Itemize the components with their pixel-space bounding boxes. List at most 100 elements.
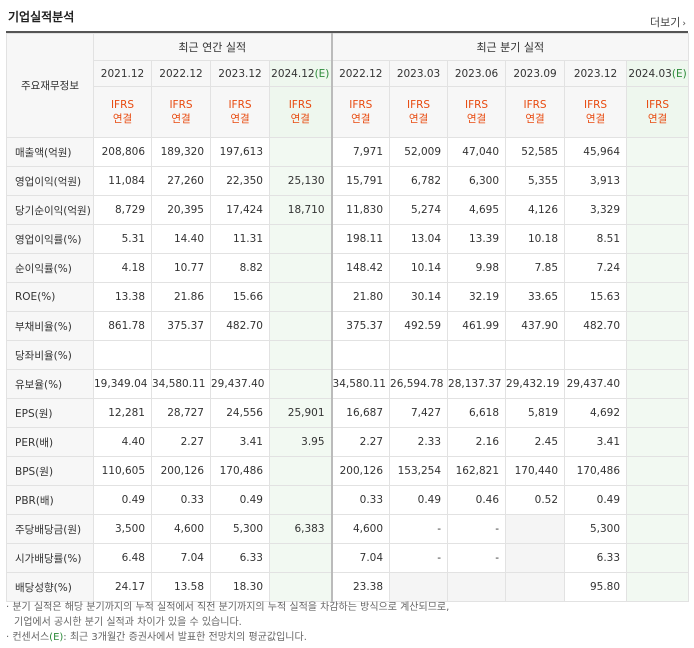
table-row: PBR(배) 0.49 0.33 0.49 0.33 0.49 0.46 0.52 0.49 bbox=[6, 485, 690, 515]
table-cell: 29,437.40 bbox=[564, 369, 628, 399]
table-cell: 13.58 bbox=[151, 572, 211, 602]
table-cell bbox=[626, 224, 690, 254]
period-label: 2024.12 bbox=[271, 67, 315, 80]
table-row: 시가배당률(%) 6.48 7.04 6.33 7.04- -6.33 bbox=[6, 543, 690, 573]
table-row: 매출액(억원) 208,806 189,320 197,613 7,971 52,009 4… bbox=[6, 137, 690, 167]
row-label: 영업이익(억원) bbox=[6, 166, 94, 196]
table-cell: 13.04 bbox=[389, 224, 449, 254]
period-header: 2021.12 bbox=[93, 60, 152, 87]
table-cell: 6,782 bbox=[389, 166, 449, 196]
section-title: 기업실적분석 bbox=[8, 10, 75, 24]
consolidated-label: 연결 bbox=[290, 113, 310, 125]
ifrs-header: IFRS 연결 bbox=[505, 86, 566, 138]
ifrs-label: IFRS bbox=[349, 99, 373, 111]
table-cell: 189,320 bbox=[151, 137, 211, 167]
table-cell: 47,040 bbox=[447, 137, 507, 167]
table-cell bbox=[626, 195, 690, 225]
chevron-right-icon: › bbox=[682, 19, 686, 29]
table-cell: 95.80 bbox=[564, 572, 628, 602]
table-cell: 4.40 bbox=[93, 427, 152, 457]
table-cell: 198.11 bbox=[330, 224, 391, 254]
table-cell: 3,329 bbox=[564, 195, 628, 225]
table-cell: 8.51 bbox=[564, 224, 628, 254]
table-cell: 0.49 bbox=[93, 485, 152, 515]
ifrs-label: IFRS bbox=[583, 99, 608, 111]
table-cell: 3.41 bbox=[564, 427, 628, 457]
table-cell: 5,819 bbox=[505, 398, 566, 428]
table-cell bbox=[268, 572, 333, 602]
table-cell bbox=[93, 340, 152, 370]
more-link[interactable]: 더보기 › bbox=[650, 14, 686, 30]
ifrs-header: IFRS 연결 bbox=[268, 86, 333, 138]
ifrs-header: IFRS 연결 bbox=[151, 86, 211, 138]
table-cell: 17,424 bbox=[210, 195, 270, 225]
table-cell bbox=[210, 340, 270, 370]
table-cell: 9.98 bbox=[447, 253, 507, 283]
table-cell: 33.65 bbox=[505, 282, 566, 312]
table-row: 당기순이익(억원) 8,729 20,395 17,424 18,710 11,830 5,… bbox=[6, 195, 690, 225]
table-cell bbox=[330, 340, 391, 370]
table-cell: 20,395 bbox=[151, 195, 211, 225]
table-cell: 7,971 bbox=[330, 137, 391, 167]
ifrs-label: IFRS bbox=[523, 99, 547, 111]
table-cell bbox=[626, 398, 690, 428]
table-row: 당좌비율(%) bbox=[6, 340, 690, 370]
period-header: 2023.06 bbox=[447, 60, 507, 87]
table-cell bbox=[268, 282, 333, 312]
ifrs-header: IFRS 연결 bbox=[330, 86, 391, 138]
table-cell: 7.04 bbox=[151, 543, 211, 573]
table-cell bbox=[626, 485, 690, 515]
table-cell: 3.41 bbox=[210, 427, 270, 457]
table-cell bbox=[505, 572, 566, 602]
table-cell: 18.30 bbox=[210, 572, 270, 602]
table-cell: 22,350 bbox=[210, 166, 270, 196]
table-row: BPS(원) 110,605 200,126 170,486 200,126 153,25… bbox=[6, 456, 690, 486]
table-cell: 6,300 bbox=[447, 166, 507, 196]
table-cell: 200,126 bbox=[151, 456, 211, 486]
row-header-label: 주요재무정보 bbox=[6, 33, 94, 138]
table-cell bbox=[268, 456, 333, 486]
ifrs-label: IFRS bbox=[288, 99, 312, 111]
table-cell: 21.80 bbox=[330, 282, 391, 312]
table-cell: 861.78 bbox=[93, 311, 152, 341]
table-row: 유보율(%) 19,349.04 34,580.11 29,437.40 34,580.… bbox=[6, 369, 690, 399]
estimate-mark: (E) bbox=[671, 67, 687, 80]
table-cell: 0.49 bbox=[564, 485, 628, 515]
period-header: 2022.12 bbox=[330, 60, 391, 87]
note-suffix: : 최근 3개월간 증권사에서 발표한 전망치의 평균값입니다. bbox=[63, 632, 307, 643]
table-cell bbox=[626, 572, 690, 602]
ifrs-label: IFRS bbox=[464, 99, 489, 111]
table-cell: 11.31 bbox=[210, 224, 270, 254]
table-cell: 0.49 bbox=[210, 485, 270, 515]
table-cell bbox=[268, 340, 333, 370]
table-cell: 170,440 bbox=[505, 456, 566, 486]
table-cell: 7.04 bbox=[330, 543, 391, 573]
table-cell bbox=[447, 572, 507, 602]
ifrs-header: IFRS 연결 bbox=[626, 86, 690, 138]
table-cell: 13.38 bbox=[93, 282, 152, 312]
period-label: 2023.03 bbox=[396, 67, 441, 80]
period-label: 2022.12 bbox=[339, 67, 383, 80]
table-cell: 25,901 bbox=[268, 398, 333, 428]
consolidated-label: 연결 bbox=[585, 113, 606, 125]
table-cell: 200,126 bbox=[330, 456, 391, 486]
table-cell: 437.90 bbox=[505, 311, 566, 341]
table-cell: 16,687 bbox=[330, 398, 391, 428]
table-cell: 4,126 bbox=[505, 195, 566, 225]
period-label: 2022.12 bbox=[159, 67, 203, 80]
table-cell: 10.77 bbox=[151, 253, 211, 283]
table-cell: - bbox=[389, 543, 449, 573]
table-cell: 5,355 bbox=[505, 166, 566, 196]
table-cell: 24,556 bbox=[210, 398, 270, 428]
period-header: 2024.03(E) bbox=[626, 60, 690, 87]
period-header: 2023.12 bbox=[210, 60, 270, 87]
ifrs-label: IFRS bbox=[406, 99, 431, 111]
table-row: 배당성향(%) 24.17 13.58 18.30 23.38 95.80 bbox=[6, 572, 690, 602]
table-cell: 148.42 bbox=[330, 253, 391, 283]
table-cell bbox=[505, 340, 566, 370]
table-cell: 7,427 bbox=[389, 398, 449, 428]
table-row: 순이익률(%) 4.18 10.77 8.82 148.42 10.14 9.98 7.85 7… bbox=[6, 253, 690, 283]
ifrs-header: IFRS 연결 bbox=[389, 86, 449, 138]
table-cell: 6,383 bbox=[268, 514, 333, 544]
table-row: ROE(%) 13.38 21.86 15.66 21.80 30.14 32.19 33.6… bbox=[6, 282, 690, 312]
